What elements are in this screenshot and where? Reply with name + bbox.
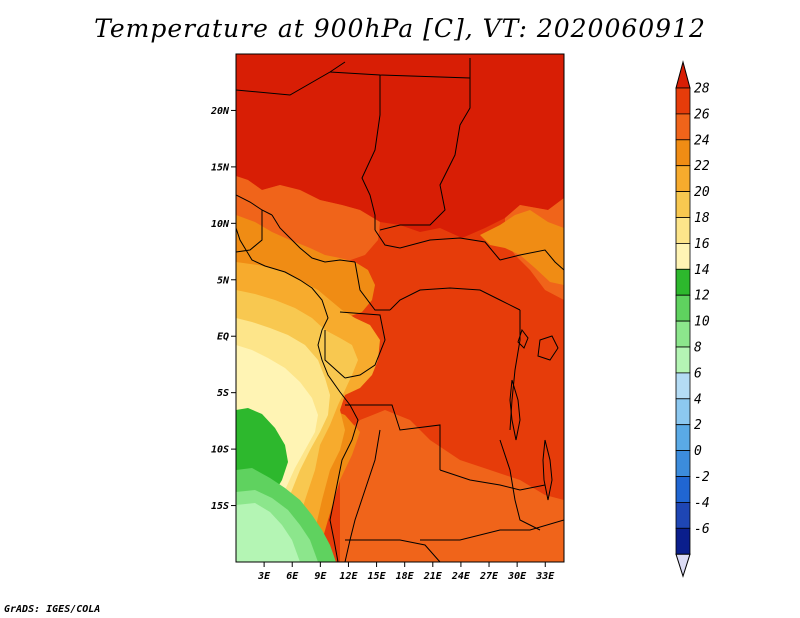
colorbar-label: 0 — [694, 444, 702, 459]
shade-22-east — [480, 210, 564, 285]
lat-tick-label: 5S — [217, 388, 229, 399]
lon-tick-label: 21E — [423, 571, 443, 582]
country-borders — [236, 58, 564, 562]
colorbar-label: 8 — [694, 341, 702, 356]
colorbar-label: 18 — [694, 211, 710, 226]
colorbar-label: -6 — [694, 522, 710, 537]
lon-tick-label: 30E — [507, 571, 527, 582]
lake-tanganyika — [509, 379, 521, 441]
lat-tick-label: 5N — [217, 275, 230, 286]
colorbar-box — [675, 501, 691, 529]
colorbar-box — [675, 242, 691, 270]
colorbar-box — [675, 320, 691, 348]
colorbar-box — [675, 476, 691, 503]
colorbar-label: 6 — [694, 366, 702, 381]
colorbar-box — [675, 450, 691, 477]
colorbar-label: 22 — [694, 159, 710, 174]
shade-28-north — [236, 54, 564, 238]
colorbar-box — [675, 527, 691, 555]
shade-6 — [236, 503, 300, 562]
latitude-axis: 20N 15N 10N 5N EQ 5S 10S 15S — [210, 106, 236, 512]
lat-tick-label: EQ — [217, 332, 229, 343]
colorbar-bottom-triangle — [675, 553, 691, 578]
chart-title: Temperature at 900hPa [C], VT: 202006091… — [94, 14, 706, 43]
colorbar-label: 4 — [694, 392, 702, 407]
temperature-field — [236, 54, 564, 562]
colorbar-label: 28 — [694, 82, 710, 97]
lon-tick-label: 18E — [396, 571, 415, 582]
colorbar-box — [675, 217, 691, 244]
map-frame — [235, 53, 565, 563]
colorbar-box — [675, 398, 691, 426]
colorbar-label: -2 — [694, 470, 710, 485]
footer-credit: GrADS: IGES/COLA — [4, 604, 101, 615]
colorbar-box — [675, 372, 691, 400]
colorbar-label: 10 — [694, 315, 710, 330]
lon-tick-label: 12E — [339, 571, 358, 582]
colorbar-box — [675, 294, 691, 322]
colorbar-label: 14 — [694, 263, 710, 278]
colorbar-label: 20 — [694, 185, 710, 200]
colorbar-box — [675, 139, 691, 167]
lake-malawi — [542, 439, 553, 501]
longitude-axis: 3E 6E 9E 12E 15E 18E 21E 24E 27E 30E 33E — [257, 562, 555, 582]
colorbar-box — [675, 346, 691, 374]
lat-tick-label: 10N — [211, 219, 230, 230]
colorbar-box — [675, 165, 691, 192]
lon-tick-label: 27E — [479, 571, 499, 582]
colorbar-label: 12 — [694, 289, 710, 304]
colorbar-label: -4 — [694, 496, 710, 511]
lat-tick-label: 20N — [210, 106, 230, 117]
shade-24-south — [340, 410, 564, 562]
colorbar-label: 16 — [694, 237, 710, 252]
lon-tick-label: 33E — [535, 571, 555, 582]
lon-tick-label: 6E — [286, 571, 299, 582]
lat-tick-label: 15N — [211, 162, 230, 173]
lat-tick-label: 10S — [211, 445, 229, 456]
colorbar-box — [675, 87, 691, 115]
colorbar-label: 26 — [694, 107, 710, 122]
lon-tick-label: 9E — [314, 571, 327, 582]
lat-tick-label: 15S — [211, 501, 229, 512]
lake-albert — [517, 328, 529, 349]
colorbar-label: 24 — [694, 133, 710, 148]
colorbar-box — [675, 424, 691, 452]
colorbar-box — [675, 191, 691, 218]
colorbar-box — [675, 113, 691, 141]
lake-victoria — [537, 335, 559, 361]
lon-tick-label: 15E — [368, 571, 387, 582]
colorbar-box — [675, 268, 691, 296]
colorbar-label: 2 — [694, 418, 702, 433]
coastline — [236, 227, 359, 562]
lon-tick-label: 24E — [451, 571, 471, 582]
colorbar-top-triangle — [675, 60, 691, 89]
lon-tick-label: 3E — [257, 571, 271, 582]
